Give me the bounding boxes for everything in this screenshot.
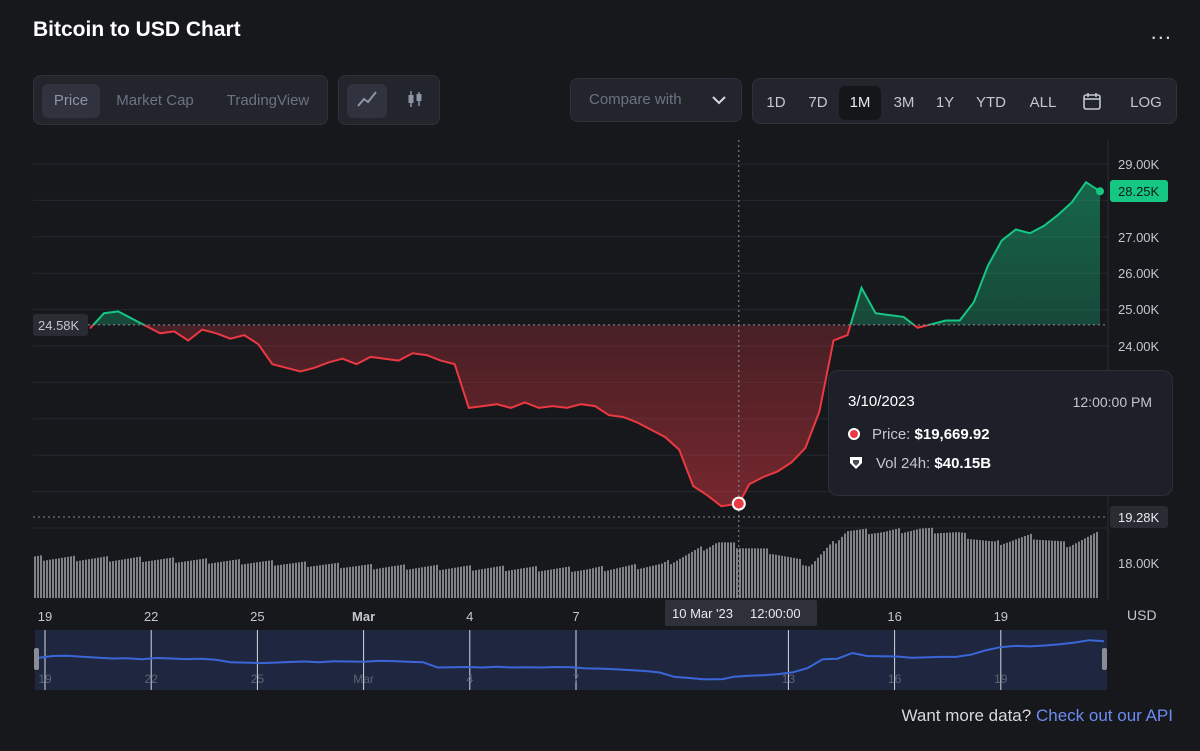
low-label-bg: [1110, 506, 1168, 528]
chevron-down-icon: [712, 96, 726, 105]
log-scale-button[interactable]: LOG: [1130, 94, 1162, 111]
x-tick-label: 25: [250, 609, 264, 624]
footer: Want more data? Check out our API: [901, 706, 1173, 726]
range-selector: 1D 7D 1M 3M 1Y YTD ALL LOG: [752, 78, 1177, 124]
price-dot-icon: [848, 428, 860, 440]
y-tick-label: 18.00K: [1118, 556, 1160, 571]
navigator-tick-label: 19: [994, 672, 1008, 686]
current-price-dot: [1096, 187, 1104, 196]
navigator-tick-label: 25: [251, 672, 265, 686]
tooltip-price-value: $19,669.92: [914, 426, 990, 443]
price-area-down: [90, 324, 930, 507]
navigator-left-handle: [34, 648, 39, 670]
navigator-line: [37, 639, 1105, 681]
navigator-tick-label: 13: [782, 672, 796, 686]
calendar-icon: [1083, 93, 1101, 110]
tooltip-vol-label: Vol 24h:: [876, 455, 931, 472]
x-tick-label: Mar: [352, 609, 375, 624]
volume-shield-icon: [850, 457, 862, 469]
y-tick-label: 29.00K: [1118, 157, 1160, 172]
tooltip-vol-value: $40.15B: [934, 455, 992, 472]
calendar-button[interactable]: [1073, 86, 1111, 120]
range-7d-button[interactable]: 7D: [808, 94, 828, 111]
y-unit-label: USD: [1127, 607, 1157, 623]
x-tick-label: 4: [466, 609, 473, 624]
chart-type-toggle: [338, 75, 440, 125]
crosshair-time-label: 12:00:00: [750, 606, 801, 621]
navigator-tick-label: 22: [145, 672, 159, 686]
tab-tradingview[interactable]: TradingView: [226, 92, 310, 109]
baseline-label-bg: [33, 313, 88, 336]
range-1m-button[interactable]: 1M: [839, 86, 881, 120]
range-1d-button[interactable]: 1D: [766, 94, 786, 111]
more-options-button[interactable]: ...: [1150, 19, 1172, 44]
selected-point-marker: [731, 496, 746, 511]
view-tabs: Price Market Cap TradingView: [33, 75, 328, 125]
navigator-right-handle: [1102, 648, 1107, 670]
range-ytd-button[interactable]: YTD: [976, 94, 1006, 111]
current-price-label: 28.25K: [1118, 184, 1160, 199]
crosshair-date-label: 10 Mar '23: [672, 606, 733, 621]
tooltip-date: 3/10/2023: [848, 393, 915, 410]
y-tick-label: 27.00K: [1118, 230, 1160, 245]
price-line-up: [91, 180, 1101, 325]
footer-text: Want more data?: [901, 706, 1032, 725]
current-label-bg: [1110, 180, 1168, 202]
tooltip-price-row: Price: $19,669.92: [848, 426, 990, 443]
compare-dropdown[interactable]: Compare with: [570, 78, 742, 122]
tooltip-price-label: Price:: [872, 426, 911, 443]
line-chart-button[interactable]: [347, 84, 387, 118]
x-tick-label: 19: [994, 609, 1008, 624]
tooltip-volume-row: Vol 24h: $40.15B: [848, 455, 991, 472]
compare-placeholder: Compare with: [589, 91, 682, 108]
range-1y-button[interactable]: 1Y: [935, 94, 955, 111]
x-tick-label: 7: [572, 609, 579, 624]
chart-tooltip: 3/10/2023 12:00:00 PM Price: $19,669.92 …: [828, 370, 1173, 496]
navigator-background: [35, 630, 1107, 690]
tooltip-time: 12:00:00 PM: [1072, 394, 1152, 410]
price-area-up: [90, 182, 1100, 325]
navigator-tick-label: 16: [888, 672, 902, 686]
y-tick-label: 26.00K: [1118, 266, 1160, 281]
crosshair-label-bg: [665, 600, 817, 626]
y-tick-label: 25.00K: [1118, 302, 1160, 317]
low-label: 19.28K: [1118, 510, 1160, 525]
api-link[interactable]: Check out our API: [1035, 706, 1173, 725]
x-tick-label: 22: [144, 609, 158, 624]
tab-market-cap[interactable]: Market Cap: [116, 92, 194, 109]
y-tick-label: 24.00K: [1118, 339, 1160, 354]
navigator-tick-label: Mar: [353, 672, 374, 686]
range-3m-button[interactable]: 3M: [893, 94, 915, 111]
price-line-down: [89, 324, 934, 508]
candlestick-icon: [408, 91, 422, 107]
range-all-button[interactable]: ALL: [1029, 94, 1057, 111]
navigator-tick-label: 19: [38, 672, 52, 686]
tab-price[interactable]: Price: [42, 84, 100, 118]
x-tick-label: 16: [887, 609, 901, 624]
page-title: Bitcoin to USD Chart: [33, 18, 241, 41]
navigator-tick-label: 4: [466, 672, 473, 686]
line-chart-icon: [357, 91, 377, 107]
candlestick-button[interactable]: [395, 84, 435, 118]
navigator-tick-label: 7: [573, 672, 580, 686]
x-tick-label: 19: [38, 609, 52, 624]
baseline-label: 24.58K: [38, 318, 80, 333]
